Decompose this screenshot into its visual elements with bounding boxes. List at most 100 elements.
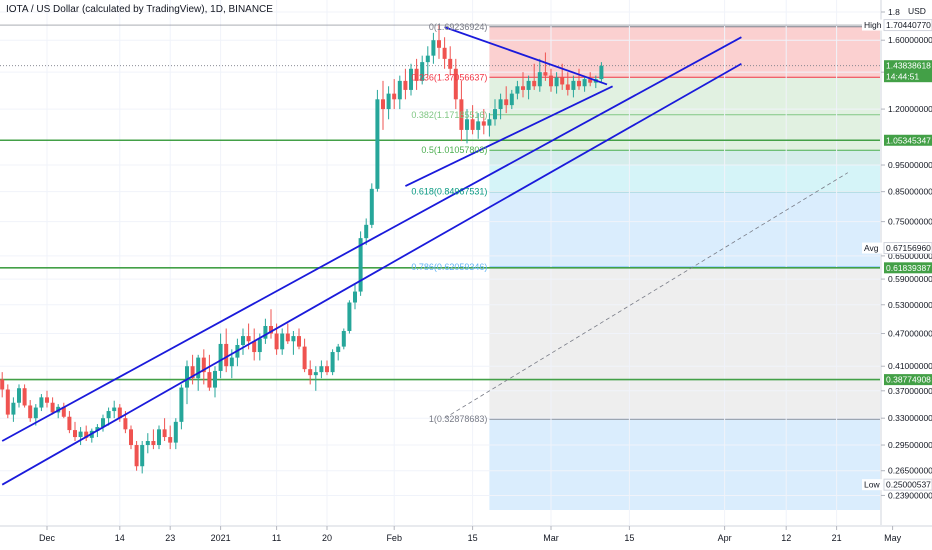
- candle-up: [263, 325, 268, 339]
- candle-down: [481, 121, 486, 126]
- candle-down: [201, 357, 206, 373]
- price-axis[interactable]: 1.81.600000001.400000001.200000000.95000…: [862, 0, 932, 525]
- candle-down: [246, 336, 251, 342]
- candle-down: [521, 86, 525, 90]
- candle-up: [140, 445, 145, 467]
- time-tick-label: May: [884, 533, 902, 543]
- price-label-box: [884, 374, 932, 386]
- candle-up: [173, 421, 178, 443]
- candle-up: [431, 40, 436, 56]
- trend-line: [405, 85, 613, 187]
- candle-up: [465, 119, 469, 130]
- fib-zone: [489, 114, 880, 151]
- price-label-prefix: Low: [864, 480, 880, 490]
- candle-down: [565, 84, 570, 90]
- price-tick-label: 0.85000000: [888, 187, 932, 197]
- price-label-value: 0.61839387: [886, 263, 931, 273]
- candle-down: [453, 68, 458, 100]
- candle-up: [341, 330, 346, 347]
- trend-line: [1, 36, 742, 442]
- time-tick-label: 23: [165, 533, 175, 543]
- time-tick-label: 20: [322, 533, 332, 543]
- candle-up: [280, 333, 285, 350]
- candle-down: [459, 99, 464, 130]
- candle-down: [297, 336, 301, 347]
- candle-up: [476, 121, 481, 130]
- price-label-box: [883, 19, 932, 32]
- candle-up: [554, 77, 559, 87]
- price-label-value: 0.67156960: [886, 243, 931, 253]
- candle-down: [549, 75, 553, 87]
- candle-down: [403, 80, 408, 90]
- candle-up: [157, 429, 161, 446]
- time-axis[interactable]: Dec 14 23 2021 11 20 Feb 15 Mar 15 Apr 12 21 May: [0, 525, 932, 550]
- candle-up: [319, 366, 324, 373]
- candle-down: [45, 397, 49, 403]
- price-tick-label: 0.47000000: [888, 329, 932, 339]
- candle-up: [364, 224, 369, 239]
- candle-down: [437, 40, 441, 48]
- candle-down: [207, 372, 212, 388]
- price-tick-label: 0.95000000: [888, 160, 932, 170]
- fib-level-label: 0.382(1.17185516): [411, 110, 487, 120]
- candle-up: [347, 302, 352, 331]
- drawings[interactable]: [1, 26, 849, 486]
- price-label-prefix: Avg: [864, 243, 879, 253]
- candle-down: [252, 341, 257, 353]
- candle-up: [241, 336, 245, 345]
- candle-down: [543, 72, 548, 76]
- candle-up: [218, 343, 223, 371]
- candle-up: [17, 388, 21, 403]
- candle-down: [28, 405, 33, 419]
- price-tick-label: 0.33000000: [888, 413, 932, 423]
- candle-up: [145, 441, 150, 446]
- candle-up: [213, 370, 217, 388]
- candle-up: [330, 352, 335, 373]
- fib-zone: [489, 191, 880, 267]
- time-tick-label: Mar: [543, 533, 559, 543]
- price-label-box: [883, 242, 932, 255]
- candle-up: [196, 357, 201, 379]
- candle-up: [582, 79, 587, 87]
- fibonacci-labels: 0(1.69236924) 0.236(1.37056637) 0.382(1.17…: [411, 22, 487, 424]
- candle-up: [185, 366, 189, 388]
- currency-label: USD: [908, 6, 926, 16]
- time-tick-label: 14: [115, 533, 125, 543]
- candle-down: [129, 429, 133, 446]
- candle-up: [229, 357, 234, 367]
- fib-zone: [489, 150, 880, 166]
- candle-down: [577, 80, 581, 87]
- triangle-top-line: [444, 26, 608, 86]
- candle-down: [84, 431, 89, 438]
- candle-up: [386, 93, 391, 110]
- candle-down: [61, 406, 66, 417]
- candle-down: [123, 418, 128, 430]
- fib-level-label: 0.618(0.84967531): [411, 187, 487, 197]
- candle-up: [39, 397, 44, 408]
- candle-up: [571, 80, 576, 90]
- candle-down: [302, 346, 307, 370]
- candle-up: [375, 99, 380, 189]
- candle-down: [470, 119, 475, 130]
- fib-level-label: 0.236(1.37056637): [411, 72, 487, 82]
- candle-down: [0, 379, 5, 390]
- price-label-value: 0.38774908: [886, 375, 931, 385]
- candle-down: [22, 388, 27, 406]
- candle-down: [448, 58, 453, 69]
- candle-up: [526, 80, 531, 90]
- candle-down: [134, 445, 139, 467]
- price-tick-label: 1.20000000: [888, 104, 932, 114]
- price-label-prefix-bg: [862, 242, 882, 254]
- candle-up: [95, 427, 100, 431]
- candle-down: [325, 366, 329, 373]
- price-tick-label: 0.75000000: [888, 217, 932, 227]
- fib-zone: [489, 419, 880, 510]
- fib-trend-line: [444, 172, 849, 419]
- price-label-value: 1.70440770: [886, 20, 931, 30]
- candle-up: [487, 119, 492, 126]
- price-tick-label: 1.60000000: [888, 35, 932, 45]
- candle-down: [504, 99, 509, 106]
- chart-title: IOTA / US Dollar (calculated by TradingV…: [6, 4, 273, 15]
- candle-up: [78, 431, 83, 438]
